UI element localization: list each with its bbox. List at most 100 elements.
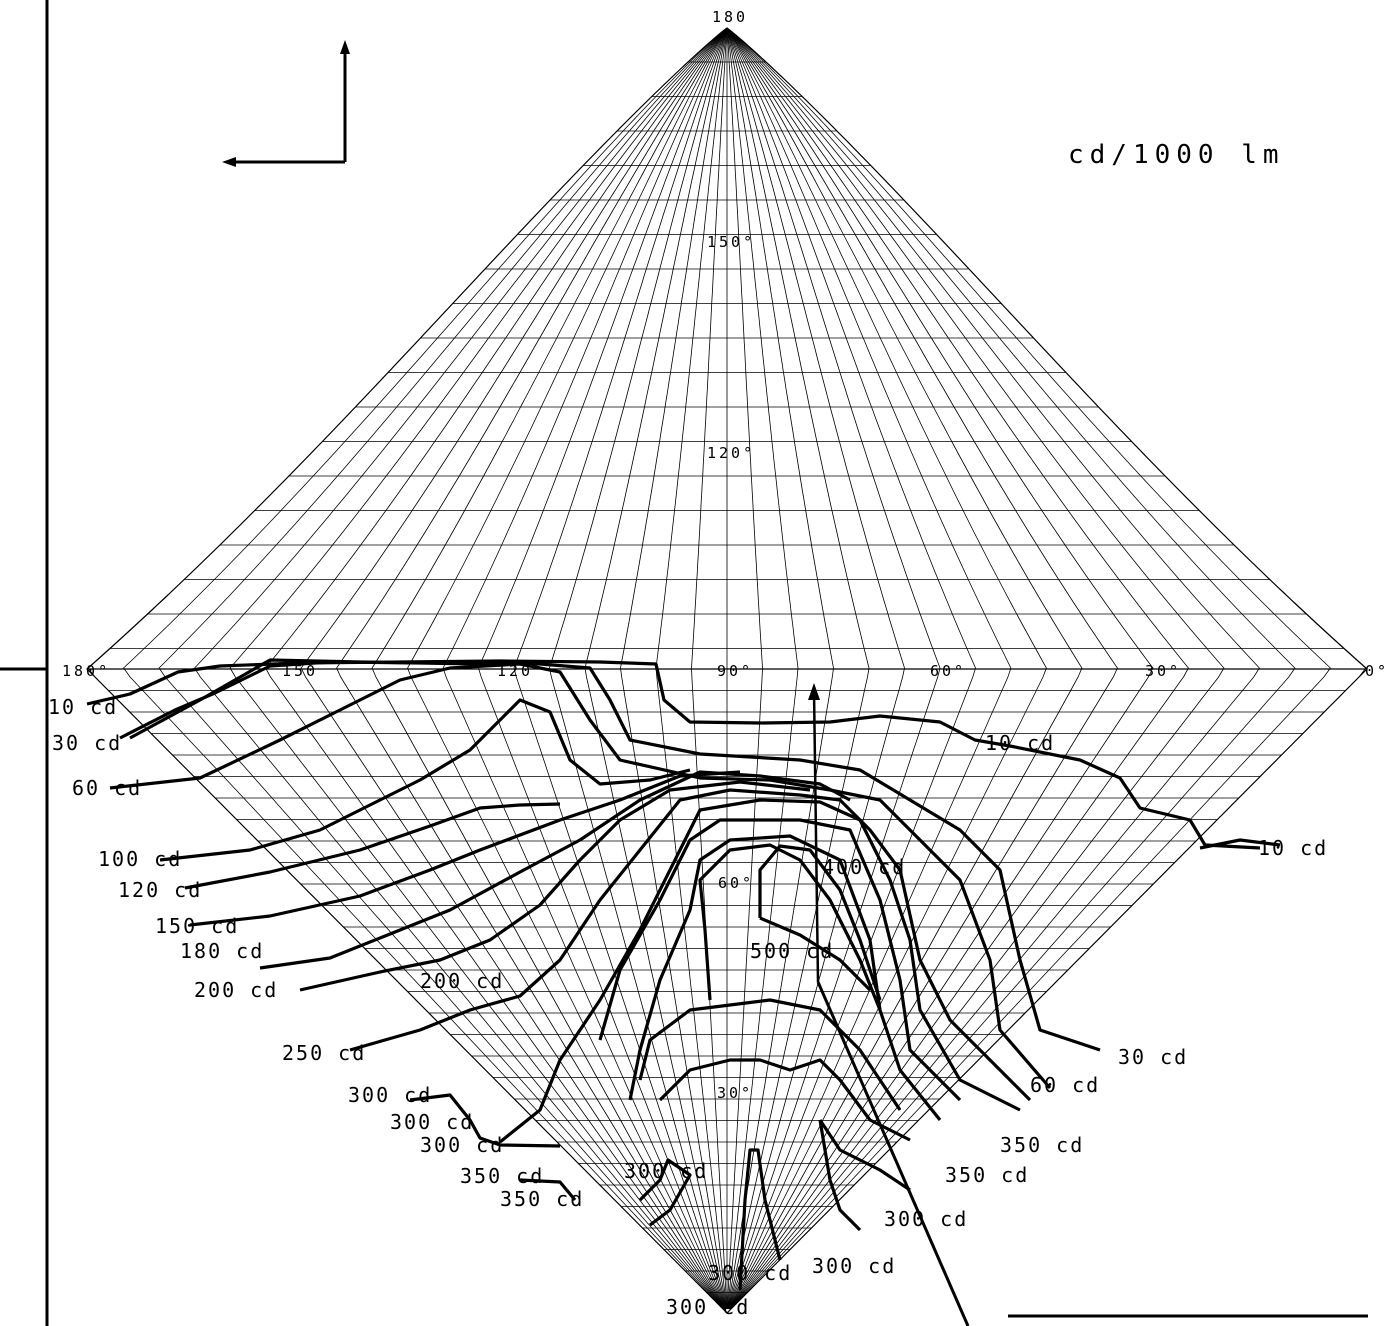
contour-label: 300 cd xyxy=(884,1207,968,1231)
grid-meridian-line xyxy=(726,27,976,1310)
pointer-arrow xyxy=(812,689,820,983)
contour-label: 10 cd xyxy=(48,695,118,719)
grid-meridian-line xyxy=(726,27,941,1310)
contour-label: 150 cd xyxy=(155,914,239,938)
grid-meridian-line xyxy=(229,27,728,1310)
contour-lines xyxy=(86,658,1281,1291)
orientation-arrow-left-head xyxy=(222,157,236,167)
contour-label: 300 cd xyxy=(666,1295,750,1319)
contour-line xyxy=(129,658,1101,1052)
contour-label: 60 cd xyxy=(1030,1073,1100,1097)
grid-meridian-line xyxy=(726,27,1154,1310)
tick-label-vertical: 150° xyxy=(707,233,755,251)
contour-label: 200 cd xyxy=(194,978,278,1002)
tick-label-horizontal: 30° xyxy=(1145,662,1181,680)
contour-label: 350 cd xyxy=(1000,1133,1084,1157)
grid-meridian-line xyxy=(726,27,870,1310)
contour-line xyxy=(1199,838,1281,850)
grid-meridian-line xyxy=(336,27,728,1310)
contour-line xyxy=(698,843,882,1011)
contour-line xyxy=(159,698,691,862)
contour-line xyxy=(409,1093,561,1148)
orientation-arrow-up-head xyxy=(340,40,350,54)
grid-meridian-line xyxy=(726,27,1012,1310)
contour-line xyxy=(759,916,872,992)
contour-label: 100 cd xyxy=(98,847,182,871)
grid-meridian-line xyxy=(726,27,1331,1310)
contour-label: 300 cd xyxy=(812,1254,896,1278)
grid-meridian-line xyxy=(726,27,1083,1310)
tick-label-horizontal: 60° xyxy=(930,662,966,680)
grid-meridian-line xyxy=(300,27,728,1310)
unit-label: cd/1000 lm xyxy=(1068,140,1285,170)
contour-line xyxy=(519,1178,577,1202)
contour-line xyxy=(758,844,882,1001)
grid-meridian-line xyxy=(726,27,834,1310)
contour-line xyxy=(299,780,811,992)
contour-line xyxy=(349,788,1032,1102)
tick-label-vertical: 60° xyxy=(718,874,754,892)
grid-meridian-line xyxy=(726,27,799,1310)
contour-line xyxy=(86,659,1261,850)
contour-label: 180 cd xyxy=(180,939,264,963)
frame-lines xyxy=(0,0,1368,1326)
contour-label: 300 cd xyxy=(390,1110,474,1134)
contour-label: 10 cd xyxy=(985,731,1055,755)
tick-label-top: 180 xyxy=(712,8,748,26)
grid-meridian-line xyxy=(726,27,1225,1310)
grid-meridian-line xyxy=(513,27,728,1310)
contour-line xyxy=(499,798,1021,1144)
contour-label: 30 cd xyxy=(52,731,122,755)
tick-label-horizontal: 150 xyxy=(282,662,318,680)
pointer-line xyxy=(816,981,970,1326)
contour-label: 200 cd xyxy=(420,969,504,993)
contour-label: 60 cd xyxy=(72,776,142,800)
contour-line xyxy=(109,662,1052,1090)
tick-label-horizontal: 90° xyxy=(717,662,753,680)
tick-label-vertical: 30° xyxy=(717,1084,753,1102)
grid-meridian-line xyxy=(158,27,728,1310)
contour-label: 300 cd xyxy=(624,1159,708,1183)
contour-label: 300 cd xyxy=(420,1133,504,1157)
grid-meridian-line xyxy=(549,27,728,1310)
grid-meridian-line xyxy=(407,27,728,1310)
contour-line xyxy=(598,818,962,1102)
grid-meridian-line xyxy=(371,27,728,1310)
contour-line xyxy=(658,1058,911,1142)
contour-line xyxy=(818,1119,862,1232)
grid-meridian-line xyxy=(726,27,1047,1310)
pointer-arrow-head xyxy=(808,683,820,700)
contour-line xyxy=(738,1148,782,1291)
grid-meridian-line xyxy=(726,27,1189,1310)
contour-label: 250 cd xyxy=(282,1041,366,1065)
contour-label: 30 cd xyxy=(1118,1045,1188,1069)
grid-meridian-line xyxy=(726,27,763,1310)
grid-meridian-line xyxy=(726,27,905,1310)
grid-meridian-line xyxy=(726,27,1118,1310)
tick-label-horizontal: 0° xyxy=(1365,662,1389,680)
contour-line xyxy=(818,1119,911,1192)
contour-label: 10 cd xyxy=(1258,836,1328,860)
contour-line xyxy=(638,998,902,1111)
contour-line xyxy=(259,770,851,970)
grid-meridian-line xyxy=(620,27,728,1310)
grid-meridian-line xyxy=(726,27,1260,1310)
tick-label-horizontal: 180° xyxy=(62,662,110,680)
contour-label: 350 cd xyxy=(500,1187,584,1211)
contour-label: 300 cd xyxy=(708,1261,792,1285)
contour-label: 120 cd xyxy=(118,878,202,902)
grid-outline xyxy=(86,27,1368,1314)
grid-meridian-line xyxy=(478,27,728,1310)
contour-label: 350 cd xyxy=(945,1163,1029,1187)
contour-line xyxy=(638,1158,692,1227)
contour-label: 350 cd xyxy=(460,1164,544,1188)
contour-label: 400 cd xyxy=(822,855,906,879)
grid-meridian-line xyxy=(123,27,728,1310)
tick-label-horizontal: 120 xyxy=(497,662,533,680)
contour-label: 300 cd xyxy=(348,1083,432,1107)
contour-line xyxy=(189,770,741,927)
tick-label-vertical: 120° xyxy=(707,444,755,462)
axis-tick-labels: 180 150° 120° 60° 30° 180° 150 120 90° 60° 30° 0° xyxy=(62,8,1389,1102)
